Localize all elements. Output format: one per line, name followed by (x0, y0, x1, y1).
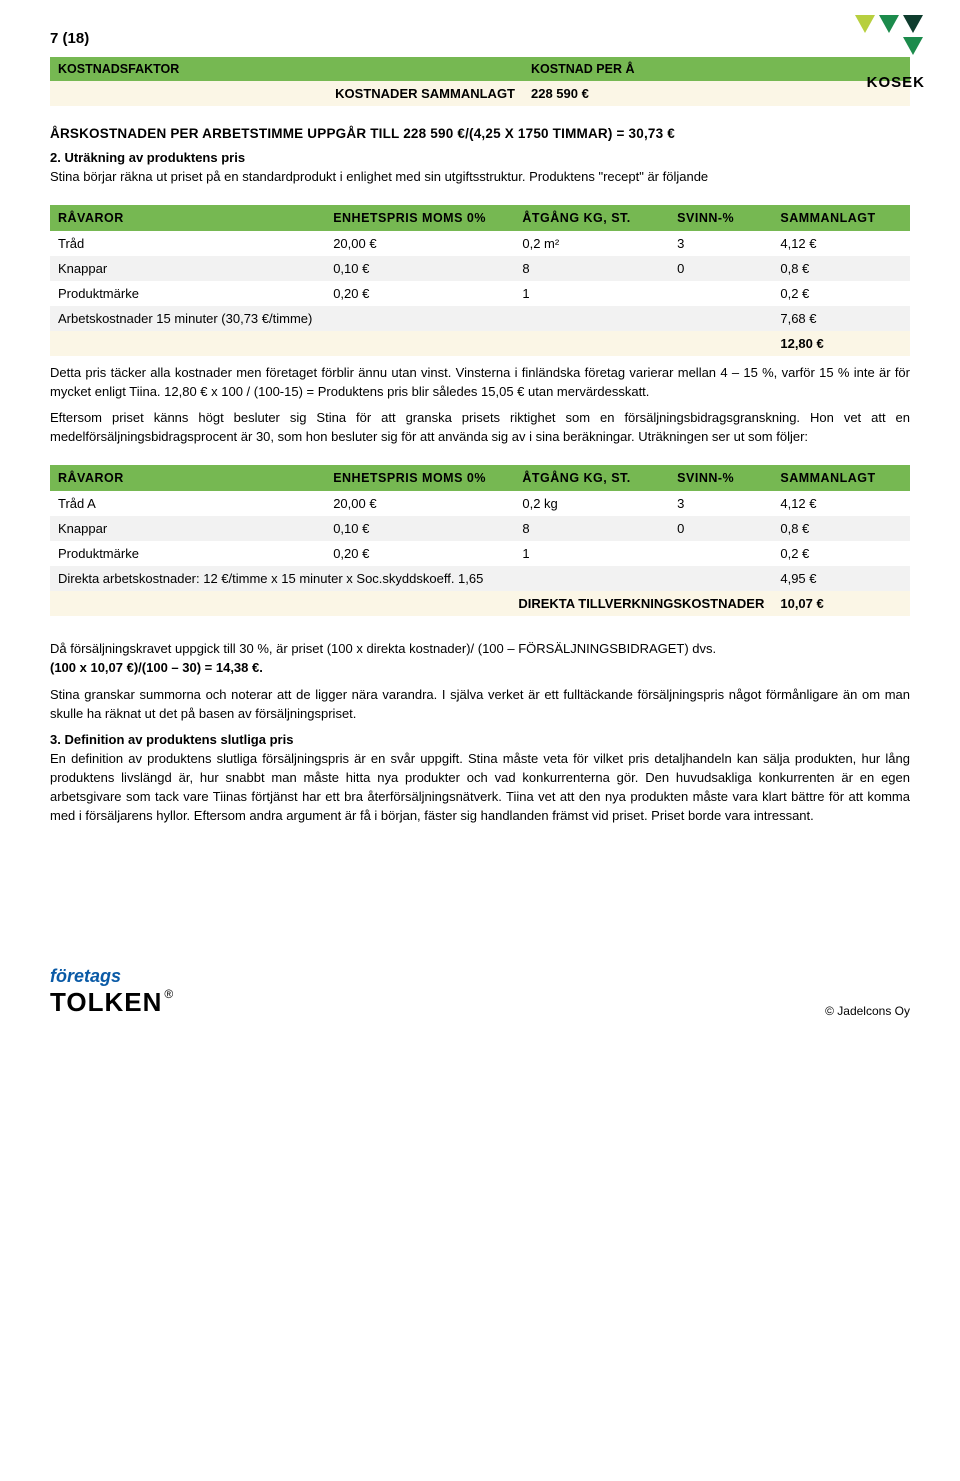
table-row: Produktmärke 0,20 € 1 0,2 € (50, 541, 910, 566)
footer-tolken: TOLKEN (50, 987, 162, 1017)
t1-h1: ENHETSPRIS MOMS 0% (325, 205, 514, 231)
para-t1-a: Detta pris täcker alla kostnader men för… (50, 364, 910, 402)
cell: 0,8 € (772, 256, 910, 281)
cell: 20,00 € (325, 491, 514, 516)
t1-h3: SVINN-% (669, 205, 772, 231)
cell (669, 281, 772, 306)
cell: 0,2 € (772, 541, 910, 566)
t2-h1: ENHETSPRIS MOMS 0% (325, 465, 514, 491)
section3-title: 3. Definition av produktens slutliga pri… (50, 732, 293, 747)
cell: 0 (669, 256, 772, 281)
footer-copyright: © Jadelcons Oy (825, 1004, 910, 1018)
table1-total: 12,80 € (772, 331, 910, 356)
recipe-table-2: RÅVAROR ENHETSPRIS MOMS 0% ÅTGÅNG KG, ST… (50, 465, 910, 616)
t2-h2: ÅTGÅNG KG, ST. (514, 465, 669, 491)
kosek-logo: KOSEK (815, 15, 925, 91)
cell: 0,10 € (325, 256, 514, 281)
footer-left-logo: företags TOLKEN® (50, 966, 173, 1018)
table-row: Direkta arbetskostnader: 12 €/timme x 15… (50, 566, 910, 591)
cell: 7,68 € (772, 306, 910, 331)
cell: 0,20 € (325, 541, 514, 566)
section3-body: En definition av produktens slutliga för… (50, 751, 910, 823)
t2-h3: SVINN-% (669, 465, 772, 491)
cell: Knappar (50, 516, 325, 541)
cell: 0,2 kg (514, 491, 669, 516)
cell: 4,95 € (772, 566, 910, 591)
th-cost-factor: KOSTNADSFAKTOR (50, 57, 523, 81)
cell: 0,2 m² (514, 231, 669, 256)
table-row: Knappar 0,10 € 8 0 0,8 € (50, 516, 910, 541)
cell: 8 (514, 516, 669, 541)
cell: Produktmärke (50, 541, 325, 566)
cell: Produktmärke (50, 281, 325, 306)
section2-intro: Stina börjar räkna ut priset på en stand… (50, 169, 708, 184)
formula-para: Då försäljningskravet uppgick till 30 %,… (50, 640, 910, 678)
table-row: Arbetskostnader 15 minuter (30,73 €/timm… (50, 306, 910, 331)
cell: 1 (514, 281, 669, 306)
cell: 1 (514, 541, 669, 566)
cell: Tråd (50, 231, 325, 256)
recipe-table-1: RÅVAROR ENHETSPRIS MOMS 0% ÅTGÅNG KG, ST… (50, 205, 910, 356)
para-t1-b: Eftersom priset känns högt besluter sig … (50, 409, 910, 447)
annual-cost-line: ÅRSKOSTNADEN PER ARBETSTIMME UPPGÅR TILL… (50, 126, 910, 141)
cell: 0,10 € (325, 516, 514, 541)
footer-ftitle: företags (50, 966, 173, 987)
table2-total: 10,07 € (772, 591, 910, 616)
footer: företags TOLKEN® © Jadelcons Oy (50, 966, 910, 1018)
cell: 0,2 € (772, 281, 910, 306)
kosek-logo-svg (815, 15, 925, 70)
cell: 4,12 € (772, 231, 910, 256)
cell: 0,20 € (325, 281, 514, 306)
section3: 3. Definition av produktens slutliga pri… (50, 731, 910, 825)
page-number: 7 (18) (50, 30, 910, 47)
cell (669, 541, 772, 566)
t1-h4: SAMMANLAGT (772, 205, 910, 231)
t1-h0: RÅVAROR (50, 205, 325, 231)
table-row: Knappar 0,10 € 8 0 0,8 € (50, 256, 910, 281)
t2-h0: RÅVAROR (50, 465, 325, 491)
total-label: KOSTNADER SAMMANLAGT (50, 81, 523, 106)
cell: Direkta arbetskostnader: 12 €/timme x 15… (50, 566, 772, 591)
cell: Tråd A (50, 491, 325, 516)
table-total-row: DIREKTA TILLVERKNINGSKOSTNADER 10,07 € (50, 591, 910, 616)
table-total-row: 12,80 € (50, 331, 910, 356)
cost-factor-table: KOSTNADSFAKTOR KOSTNAD PER Å KOSTNADER S… (50, 57, 910, 106)
table-row: Produktmärke 0,20 € 1 0,2 € (50, 281, 910, 306)
section2-title: 2. Uträkning av produktens pris (50, 150, 245, 165)
table2-total-label: DIREKTA TILLVERKNINGSKOSTNADER (50, 591, 772, 616)
table-row: Tråd A 20,00 € 0,2 kg 3 4,12 € (50, 491, 910, 516)
t2-h4: SAMMANLAGT (772, 465, 910, 491)
cell: Arbetskostnader 15 minuter (30,73 €/timm… (50, 306, 772, 331)
section2: 2. Uträkning av produktens pris Stina bö… (50, 149, 910, 187)
t1-h2: ÅTGÅNG KG, ST. (514, 205, 669, 231)
cell: Knappar (50, 256, 325, 281)
compare-para: Stina granskar summorna och noterar att … (50, 686, 910, 724)
kosek-text: KOSEK (815, 74, 925, 91)
cell: 20,00 € (325, 231, 514, 256)
formula-text: Då försäljningskravet uppgick till 30 %,… (50, 641, 716, 656)
cell: 3 (669, 231, 772, 256)
reg-mark: ® (164, 987, 173, 1001)
cell: 0 (669, 516, 772, 541)
cell: 8 (514, 256, 669, 281)
table-row: Tråd 20,00 € 0,2 m² 3 4,12 € (50, 231, 910, 256)
cell: 3 (669, 491, 772, 516)
cell: 0,8 € (772, 516, 910, 541)
cell: 4,12 € (772, 491, 910, 516)
formula-bold: (100 x 10,07 €)/(100 – 30) = 14,38 €. (50, 660, 263, 675)
